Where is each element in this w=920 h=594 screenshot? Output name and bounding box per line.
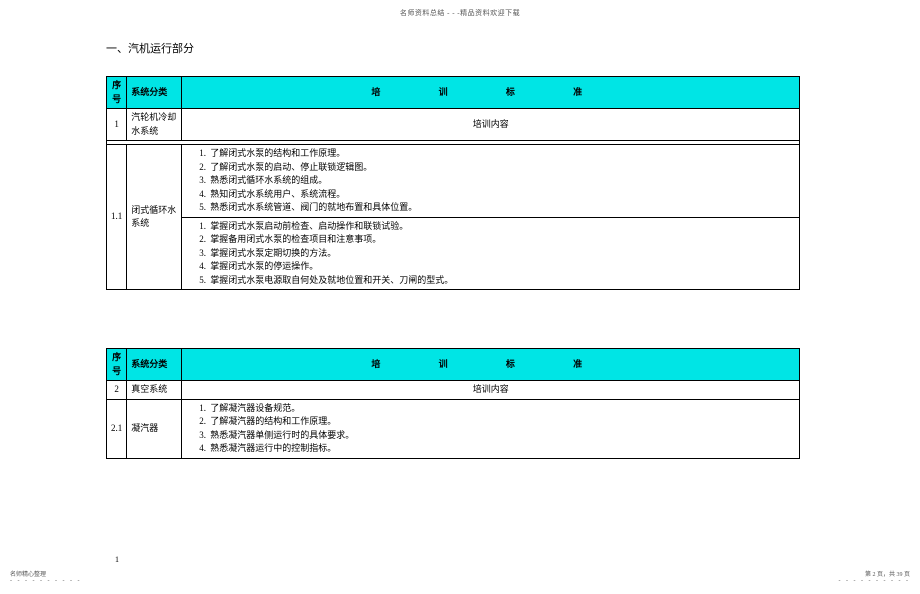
col-seq-header: 序号 — [107, 77, 127, 109]
list-item: 掌握闭式水泵定期切换的方法。 — [208, 247, 795, 261]
list-item: 掌握闭式水泵的停运操作。 — [208, 260, 795, 274]
footer-right: 第 2 页，共 39 页 - - - - - - - - - - — [839, 569, 910, 584]
cell-content: 培训内容 — [182, 109, 800, 141]
list-item: 了解闭式水泵的结构和工作原理。 — [208, 147, 795, 161]
ordered-list-2: 掌握闭式水泵启动前检查、启动操作和联锁试验。掌握备用闭式水泵的检查项目和注意事项… — [186, 220, 795, 288]
inner-divider — [182, 217, 799, 218]
table-row: 序号 系统分类 培 训 标 准 — [107, 77, 800, 109]
col-std-header: 培 训 标 准 — [182, 349, 800, 381]
cell-sys: 汽轮机冷却水系统 — [127, 109, 182, 141]
list-item: 熟悉凝汽器运行中的控制指标。 — [208, 442, 795, 456]
list-item: 掌握闭式水泵电源取自何处及就地位置和开关、刀闸的型式。 — [208, 274, 795, 288]
cell-seq: 1 — [107, 109, 127, 141]
section-title: 一、汽机运行部分 — [106, 40, 194, 56]
list-item: 熟知闭式水系统用户、系统流程。 — [208, 188, 795, 202]
list-item: 了解凝汽器的结构和工作原理。 — [208, 415, 795, 429]
ordered-list-3: 了解凝汽器设备规范。了解凝汽器的结构和工作原理。熟悉凝汽器单侧运行时的具体要求。… — [186, 402, 795, 456]
footer-dots: - - - - - - - - - - — [839, 578, 910, 584]
inline-page-number: 1 — [115, 555, 119, 564]
cell-content: 了解闭式水泵的结构和工作原理。了解闭式水泵的启动、停止联锁逻辑图。熟悉闭式循环水… — [182, 145, 800, 290]
footer-dots: - - - - - - - - - - — [10, 578, 81, 584]
footer-left: 名师精心整理 - - - - - - - - - - — [10, 569, 81, 584]
table-row: 2.1 凝汽器 了解凝汽器设备规范。了解凝汽器的结构和工作原理。熟悉凝汽器单侧运… — [107, 399, 800, 458]
col-sys-header: 系统分类 — [127, 77, 182, 109]
page-header: 名师资料总结 - - -精品资料欢迎下载 — [0, 8, 920, 18]
list-item: 熟悉凝汽器单侧运行时的具体要求。 — [208, 429, 795, 443]
cell-sys: 闭式循环水系统 — [127, 145, 182, 290]
table-2: 序号 系统分类 培 训 标 准 2 真空系统 培训内容 2.1 凝汽器 了解凝汽… — [106, 348, 800, 459]
page: 名师资料总结 - - -精品资料欢迎下载 一、汽机运行部分 序号 系统分类 培 … — [0, 0, 920, 594]
cell-content: 培训内容 — [182, 381, 800, 400]
list-item: 掌握闭式水泵启动前检查、启动操作和联锁试验。 — [208, 220, 795, 234]
list-item: 熟悉闭式水系统管道、阀门的就地布置和具体位置。 — [208, 201, 795, 215]
ordered-list-1: 了解闭式水泵的结构和工作原理。了解闭式水泵的启动、停止联锁逻辑图。熟悉闭式循环水… — [186, 147, 795, 215]
list-item: 掌握备用闭式水泵的检查项目和注意事项。 — [208, 233, 795, 247]
col-sys-header: 系统分类 — [127, 349, 182, 381]
col-seq-header: 序号 — [107, 349, 127, 381]
cell-sys: 真空系统 — [127, 381, 182, 400]
cell-seq: 2 — [107, 381, 127, 400]
cell-sys: 凝汽器 — [127, 399, 182, 458]
cell-seq: 1.1 — [107, 145, 127, 290]
list-item: 熟悉闭式循环水系统的组成。 — [208, 174, 795, 188]
list-item: 了解闭式水泵的启动、停止联锁逻辑图。 — [208, 161, 795, 175]
table-row: 序号 系统分类 培 训 标 准 — [107, 349, 800, 381]
table-row: 1 汽轮机冷却水系统 培训内容 — [107, 109, 800, 141]
table-row: 1.1 闭式循环水系统 了解闭式水泵的结构和工作原理。了解闭式水泵的启动、停止联… — [107, 145, 800, 290]
table-1: 序号 系统分类 培 训 标 准 1 汽轮机冷却水系统 培训内容 1.1 闭式循环… — [106, 76, 800, 290]
col-std-header: 培 训 标 准 — [182, 77, 800, 109]
table-row: 2 真空系统 培训内容 — [107, 381, 800, 400]
cell-seq: 2.1 — [107, 399, 127, 458]
list-item: 了解凝汽器设备规范。 — [208, 402, 795, 416]
cell-content: 了解凝汽器设备规范。了解凝汽器的结构和工作原理。熟悉凝汽器单侧运行时的具体要求。… — [182, 399, 800, 458]
